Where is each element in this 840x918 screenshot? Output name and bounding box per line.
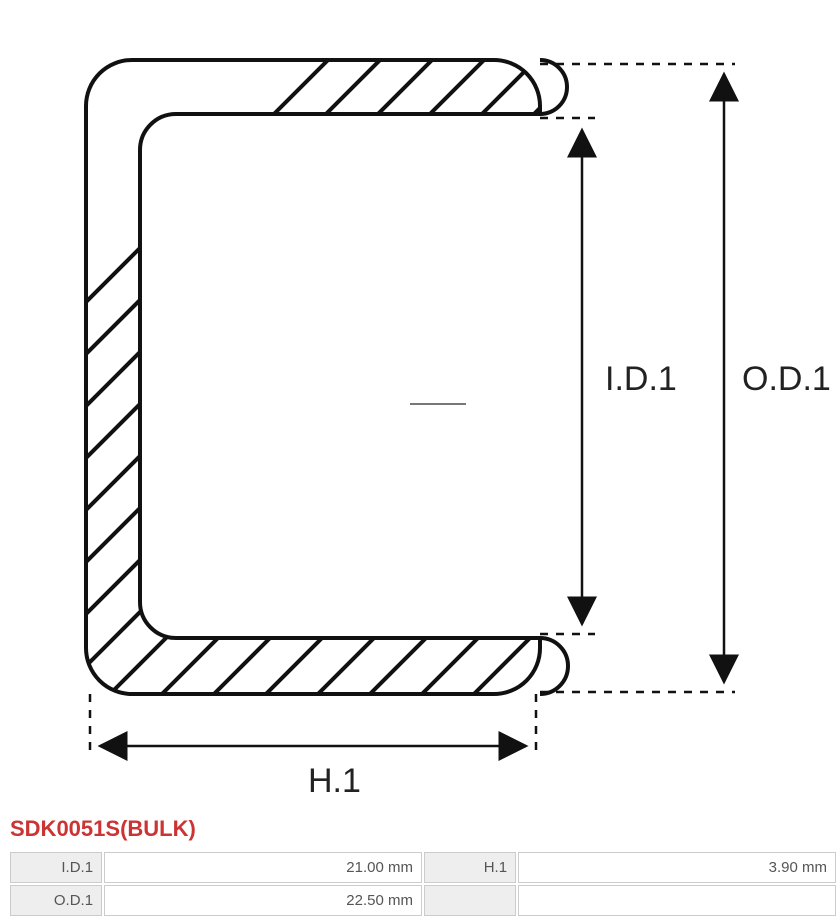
od1-label: O.D.1 bbox=[742, 360, 831, 398]
cell-value: 3.90 mm bbox=[518, 852, 836, 883]
table-row: O.D.1 22.50 mm bbox=[10, 885, 836, 916]
cell-value: 22.50 mm bbox=[104, 885, 422, 916]
inner-outline bbox=[140, 114, 540, 638]
product-code: SDK0051S(BULK) bbox=[0, 810, 840, 850]
cell-label: H.1 bbox=[424, 852, 516, 883]
cross-section-diagram: I.D.1 O.D.1 H.1 bbox=[0, 0, 840, 810]
cell-value: 21.00 mm bbox=[104, 852, 422, 883]
cell-label: I.D.1 bbox=[10, 852, 102, 883]
table-row: I.D.1 21.00 mm H.1 3.90 mm bbox=[10, 852, 836, 883]
outer-outline bbox=[86, 60, 540, 694]
outer-bot-cap bbox=[540, 638, 568, 694]
cell-label bbox=[424, 885, 516, 916]
cell-value bbox=[518, 885, 836, 916]
cell-label: O.D.1 bbox=[10, 885, 102, 916]
id1-label: I.D.1 bbox=[605, 360, 677, 398]
outer-top-cap bbox=[540, 60, 567, 114]
spec-table: I.D.1 21.00 mm H.1 3.90 mm O.D.1 22.50 m… bbox=[8, 850, 838, 918]
diagram-container: I.D.1 O.D.1 H.1 bbox=[0, 0, 840, 810]
h1-label: H.1 bbox=[308, 762, 361, 800]
